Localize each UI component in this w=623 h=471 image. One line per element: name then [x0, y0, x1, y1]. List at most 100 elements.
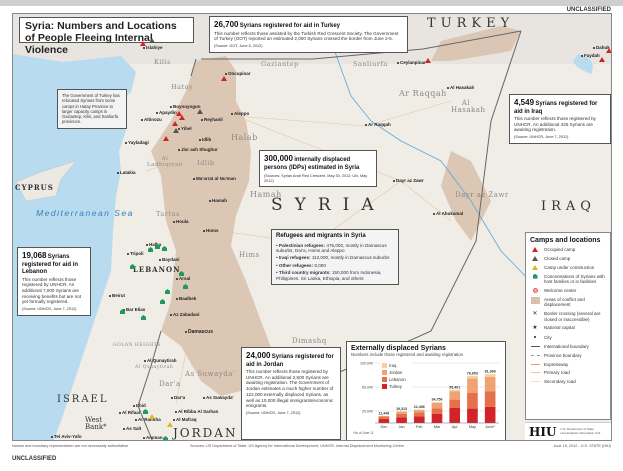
light-line-icon	[530, 379, 540, 383]
city-label: Halba	[146, 242, 161, 248]
country-label-israel: ISRAEL	[57, 394, 109, 405]
bar-total-label: 55,401	[449, 385, 460, 389]
city-label: Hamah	[209, 198, 227, 204]
bar-turkey	[449, 408, 461, 423]
x-tick-label: June*	[485, 425, 495, 429]
chart-legend-label: Lebanon	[389, 377, 406, 382]
city-label: Al Qunaytirah	[144, 358, 177, 364]
jordan-count: 24,000	[246, 351, 271, 360]
bar-total-label: 19,313	[396, 407, 407, 411]
city-label: Yibel	[178, 126, 192, 132]
label-west-bank: West Bank*	[85, 416, 107, 431]
legend-item: City	[530, 335, 606, 340]
legend-item: Areas of conflict and displacement	[530, 296, 606, 308]
country-label-iraq: IRAQ	[541, 199, 596, 214]
legend-item: ★ National capital	[530, 325, 606, 331]
host-families-icon	[148, 247, 153, 252]
legend-item-label: Camp under construction	[544, 264, 595, 270]
refugee-item: • Palestinian refugees: 475,000, mostly …	[276, 242, 387, 254]
bar-lebanon	[467, 393, 478, 409]
city-label: Al Hasakah	[447, 85, 474, 91]
hiu-logo: HIU U.S. Department of State Humanitarian…	[525, 422, 611, 440]
city-label: Latakia	[117, 170, 136, 176]
euphrates-river	[330, 40, 534, 285]
host-families-icon	[160, 299, 165, 304]
map-base	[13, 14, 611, 440]
bar-lebanon	[431, 408, 443, 414]
legend-item: Province boundary	[530, 353, 606, 358]
bar-lebanon	[378, 416, 390, 419]
legend-item-label: Concentrations of Syrians with host fami…	[544, 273, 605, 285]
legend-item: Welcome center	[530, 287, 606, 293]
city-label: Amman	[143, 435, 163, 440]
refugee-item: • Iraqi refugees: 112,000, mostly in Dam…	[276, 255, 390, 261]
legend-item-label: Border crossing (several are closed or i…	[544, 311, 601, 322]
legend-item: ✕ Border crossing (several are closed or …	[530, 311, 606, 322]
legend-item-label: City	[544, 334, 552, 340]
legend-item: Closed camp	[530, 255, 606, 261]
bar-iraq	[467, 375, 478, 379]
map[interactable]: Syria: Numbers and Locations of People F…	[12, 13, 612, 441]
host-families-icon	[143, 409, 148, 414]
tan-area-icon	[530, 296, 540, 304]
jordan-source: (Source: UNHCR, June 7, 2012)	[246, 411, 301, 416]
bar-turkey	[378, 418, 390, 423]
host-families-icon	[120, 309, 125, 314]
legend-swatch	[382, 384, 387, 389]
occupied-camp-icon	[140, 41, 146, 46]
bar-iraq	[484, 374, 496, 377]
province-label: Idlib	[197, 159, 215, 167]
city-label: Reyhanli	[201, 117, 223, 123]
legend-item-label: Welcome center	[544, 287, 577, 293]
province-label: As Suwayda'	[185, 370, 236, 378]
bar-total-label: 34,756	[432, 398, 443, 402]
legend-item-label: Expressway	[544, 361, 569, 367]
welcome-center-red-circle-icon	[530, 287, 540, 293]
city-label: Al Rifaai	[119, 410, 140, 416]
jordan-heading: Syrians registered for aid in Jordan	[246, 354, 334, 368]
bar-turkey	[484, 406, 496, 423]
city-label: Al Mafraq	[173, 417, 197, 423]
refugee-item-label: Third country migrants:	[278, 269, 331, 275]
conflict-area-west	[151, 56, 291, 396]
city-label: Az Zabadani	[170, 312, 200, 318]
lebanon-count: 19,068	[22, 251, 47, 260]
star-icon: ★	[532, 325, 538, 332]
chart-footnote: *As of June 11	[353, 431, 374, 435]
top-bar	[0, 0, 623, 6]
province-label: Gaziantep	[261, 60, 299, 68]
city-label: Bar Elias	[123, 307, 145, 313]
province-label: Ar Raqqah	[399, 89, 447, 98]
refugee-item-label: Other refugees:	[278, 262, 314, 268]
legend-item: International boundary	[530, 344, 606, 349]
tan-line-icon	[530, 370, 540, 374]
legend-item-label: Areas of conflict and displacement	[544, 296, 585, 308]
country-label-jordan: JORDAN	[173, 426, 238, 440]
bar-turkey	[413, 416, 425, 423]
city-label: Homs	[203, 228, 219, 234]
iraq-count: 4,549	[514, 98, 535, 107]
refugee-item: • Other refugees: 8,000	[276, 262, 326, 268]
occupied-camp-icon	[172, 121, 178, 126]
dashed-line-icon	[530, 353, 540, 356]
lebanon-source: (Source: UNHCR, June 7, 2012)	[22, 307, 77, 312]
city-label: Tripoli	[127, 251, 144, 257]
city-label: Faydah	[581, 53, 600, 59]
refugees-in-syria-box: Refugees and migrants in Syria • Palesti…	[271, 229, 399, 286]
footer-date: June 15, 2012 - U.S. STATE (HIU)	[553, 444, 611, 448]
sea-label: Mediterranean Sea	[36, 208, 134, 218]
legend-item-label: Primary road	[544, 370, 570, 376]
bar-jordan	[484, 376, 496, 392]
classification-bottom: UNCLASSIFIED	[12, 456, 57, 462]
refugee-item-text: 475,000, mostly in Damascus suburbs, Dar…	[276, 242, 387, 254]
bar-turkey	[467, 408, 478, 423]
province-label: Dayr az Zawr	[455, 191, 509, 199]
bar-jordan	[467, 378, 478, 393]
occupied-camp-icon	[163, 136, 169, 141]
lebanon-info-box: 19,068 Syrians registered for aid in Leb…	[17, 247, 91, 316]
x-tick-label: Dec	[380, 425, 387, 429]
city-label: Yayladagi	[125, 140, 149, 146]
idp-source: (Sources: Syrian Arab Red Crescent, May …	[264, 174, 368, 183]
city-label: Damascus	[185, 330, 213, 335]
city-label: Ma'arrat al Nu'man	[193, 176, 236, 182]
